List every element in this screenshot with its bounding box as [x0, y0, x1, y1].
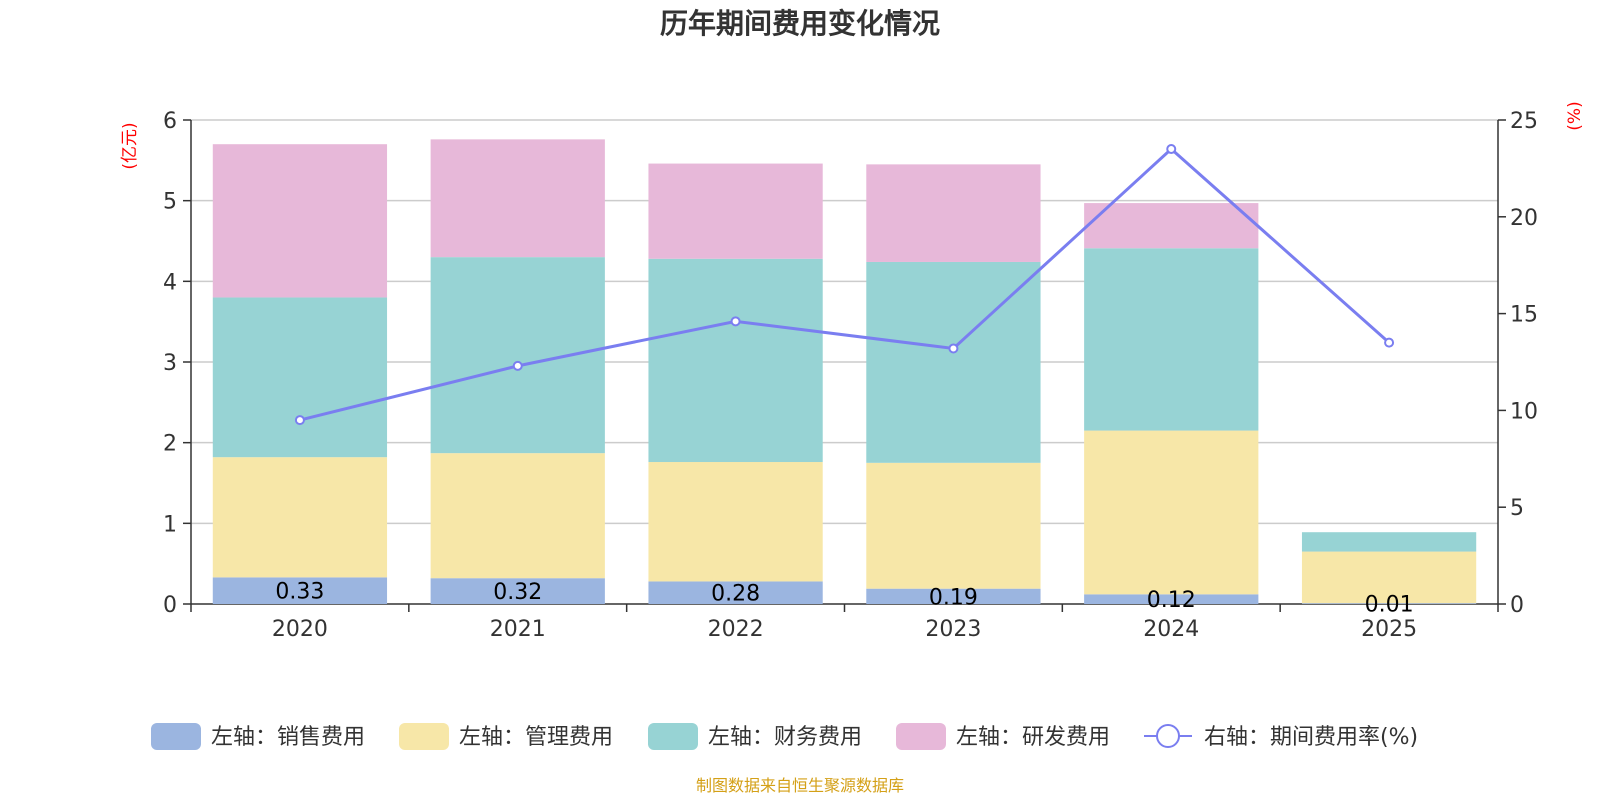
- right-axis-unit: (%): [1565, 101, 1585, 130]
- legend-label: 左轴：销售费用: [211, 725, 365, 750]
- bar-segment: [648, 462, 823, 582]
- bar-segment: [212, 457, 388, 578]
- right-tick-label: 0: [1510, 593, 1524, 618]
- x-tick-label: 2025: [1361, 617, 1417, 642]
- left-tick-label: 1: [163, 512, 177, 537]
- legend-label: 左轴：财务费用: [708, 725, 862, 750]
- left-tick-label: 3: [163, 351, 177, 376]
- legend-label: 右轴：期间费用率(%): [1204, 725, 1418, 750]
- left-tick-label: 4: [163, 270, 177, 295]
- left-tick-label: 6: [163, 109, 177, 134]
- rate-point: [1166, 144, 1177, 155]
- bar-segment: [1084, 248, 1259, 431]
- bar-data-label: 0.32: [493, 580, 542, 605]
- bar-segment: [212, 577, 388, 604]
- x-tick-label: 2024: [1143, 617, 1199, 642]
- rate-line: [299, 147, 1391, 422]
- grid-lines: [191, 119, 1498, 525]
- legend-swatch: [648, 723, 698, 750]
- right-tick-label: 20: [1510, 206, 1538, 231]
- rate-point: [730, 316, 741, 327]
- bar-series: [212, 139, 1477, 604]
- left-tick-label: 0: [163, 593, 177, 618]
- rate-point: [512, 360, 523, 371]
- rate-point: [1384, 337, 1395, 348]
- bar-data-label: 0.12: [1147, 588, 1196, 613]
- x-tick-label: 2023: [925, 617, 981, 642]
- x-tick-label: 2020: [272, 617, 328, 642]
- legend: 左轴：销售费用 左轴：管理费用 左轴：财务费用 左轴：研发费用 右轴：期间费用率(%): [151, 723, 1418, 750]
- chart-title: 历年期间费用变化情况: [660, 7, 940, 40]
- legend-label: 左轴：管理费用: [459, 725, 613, 750]
- bar-segment: [866, 462, 1041, 589]
- bar-segment: [430, 257, 605, 454]
- legend-swatch: [151, 723, 201, 750]
- bar-segment: [1301, 551, 1477, 604]
- right-tick-label: 10: [1510, 399, 1538, 424]
- bar-segment: [430, 139, 605, 258]
- bar-data-label: 0.33: [275, 580, 324, 605]
- bar-segment: [430, 578, 605, 604]
- rate-point: [948, 343, 959, 354]
- left-tick-label: 5: [163, 190, 177, 215]
- rate-line-series: [294, 144, 1395, 426]
- legend-swatch: [896, 723, 946, 750]
- right-tick-label: 15: [1510, 303, 1538, 328]
- legend-marker: [1156, 724, 1180, 748]
- bar-data-label: 0.28: [711, 582, 760, 607]
- data-labels: 0.33 0.32 0.28 0.19 0.12 0.01: [275, 580, 1413, 618]
- x-tick-label: 2021: [490, 617, 546, 642]
- bar-segment: [648, 163, 823, 259]
- bar-data-label: 0.19: [929, 585, 978, 610]
- source-note: 制图数据来自恒生聚源数据库: [696, 776, 904, 795]
- right-tick-label: 25: [1510, 109, 1538, 134]
- left-tick-label: 2: [163, 432, 177, 457]
- bar-segment: [212, 144, 388, 298]
- right-tick-label: 5: [1510, 496, 1524, 521]
- legend-label: 左轴：研发费用: [956, 725, 1110, 750]
- bar-segment: [648, 581, 823, 604]
- bar-segment: [430, 453, 605, 579]
- legend-swatch: [399, 723, 449, 750]
- bar-segment: [1301, 603, 1477, 604]
- bar-segment: [1084, 203, 1259, 249]
- x-tick-label: 2022: [708, 617, 764, 642]
- bar-segment: [866, 588, 1041, 604]
- bar-segment: [1084, 430, 1259, 595]
- bar-segment: [212, 297, 388, 458]
- bar-segment: [866, 164, 1041, 262]
- bar-data-label: 0.01: [1365, 593, 1414, 618]
- bar-segment: [1084, 594, 1259, 604]
- left-axis-unit: (亿元): [120, 122, 140, 169]
- rate-point: [294, 415, 305, 426]
- bar-segment: [1301, 532, 1477, 552]
- bar-segment: [648, 258, 823, 463]
